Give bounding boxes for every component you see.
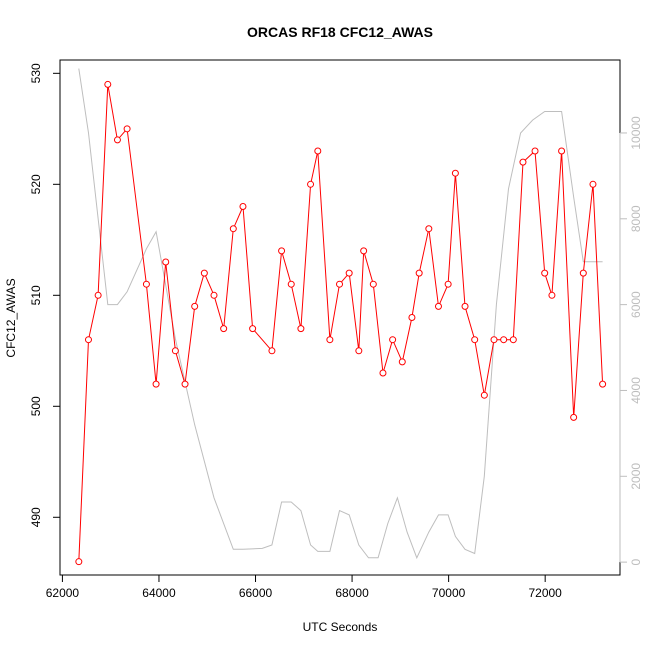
x-axis: 62000 64000 66000 68000 70000 72000 (46, 574, 562, 600)
data-point (152, 380, 160, 388)
data-point (314, 147, 322, 155)
plot-frame (59, 59, 621, 576)
data-point (142, 280, 150, 288)
data-point (461, 302, 469, 310)
data-point (171, 347, 179, 355)
data-point (434, 302, 442, 310)
y-tick-label: 490 (29, 507, 43, 527)
y-axis-right: 0 2000 4000 6000 8000 10000 (619, 116, 643, 565)
data-point (239, 203, 247, 211)
data-point (519, 158, 527, 166)
x-tick-label: 64000 (142, 586, 176, 600)
data-point (369, 280, 377, 288)
data-point (379, 369, 387, 377)
data-point (599, 380, 607, 388)
data-point (297, 325, 305, 333)
y2-tick-label: 6000 (629, 291, 643, 318)
y2-tick-label: 8000 (629, 205, 643, 232)
x-axis-label: UTC Seconds (303, 620, 378, 634)
data-point (191, 302, 199, 310)
data-point (249, 325, 257, 333)
series-line-left-axis (78, 84, 604, 562)
data-point (360, 247, 368, 255)
data-point (490, 336, 498, 344)
data-point (307, 180, 315, 188)
data-point (579, 269, 587, 277)
x-tick-label: 68000 (335, 586, 369, 600)
x-tick-label: 66000 (239, 586, 273, 600)
data-point (531, 147, 539, 155)
data-point (229, 225, 237, 233)
data-point (123, 125, 131, 133)
y2-tick-label: 2000 (629, 463, 643, 490)
data-point (104, 80, 112, 88)
data-point (268, 347, 276, 355)
data-point (200, 269, 208, 277)
data-point (509, 336, 517, 344)
series-layer (75, 68, 607, 566)
data-point (278, 247, 286, 255)
data-point (548, 291, 556, 299)
data-point (336, 280, 344, 288)
data-point (589, 180, 597, 188)
data-point (398, 358, 406, 366)
data-point (94, 291, 102, 299)
chart-title: ORCAS RF18 CFC12_AWAS (247, 24, 433, 40)
data-point (408, 314, 416, 321)
data-point (558, 147, 566, 155)
y-axis-left: 490 500 510 520 530 (29, 63, 61, 527)
y-tick-label: 520 (29, 174, 43, 194)
data-point (425, 225, 433, 233)
series-line-right-axis (78, 68, 603, 560)
data-point (345, 269, 353, 277)
data-point (355, 347, 363, 355)
data-point (541, 269, 549, 277)
y2-tick-label: 10000 (629, 116, 643, 150)
x-tick-label: 62000 (46, 586, 80, 600)
y2-tick-label: 4000 (629, 377, 643, 404)
y-tick-label: 530 (29, 63, 43, 83)
data-point (471, 336, 479, 344)
data-point (162, 258, 170, 266)
y2-tick-label: 0 (629, 558, 643, 565)
data-point (210, 291, 218, 299)
x-tick-label: 70000 (432, 586, 466, 600)
data-point (570, 413, 578, 421)
data-point (480, 391, 488, 399)
data-point (389, 336, 397, 344)
x-tick-label: 72000 (528, 586, 562, 600)
data-point (181, 380, 189, 388)
data-point (500, 336, 508, 344)
data-point (287, 280, 295, 288)
data-point (451, 169, 459, 177)
y-axis-label: CFC12_AWAS (4, 278, 18, 357)
data-point (326, 336, 334, 344)
data-point (84, 336, 92, 344)
y-tick-label: 510 (29, 285, 43, 305)
data-point (415, 269, 423, 277)
data-point (220, 325, 228, 333)
data-point (113, 136, 121, 144)
data-point (444, 280, 452, 288)
data-point (75, 558, 83, 566)
y-tick-label: 500 (29, 396, 43, 416)
